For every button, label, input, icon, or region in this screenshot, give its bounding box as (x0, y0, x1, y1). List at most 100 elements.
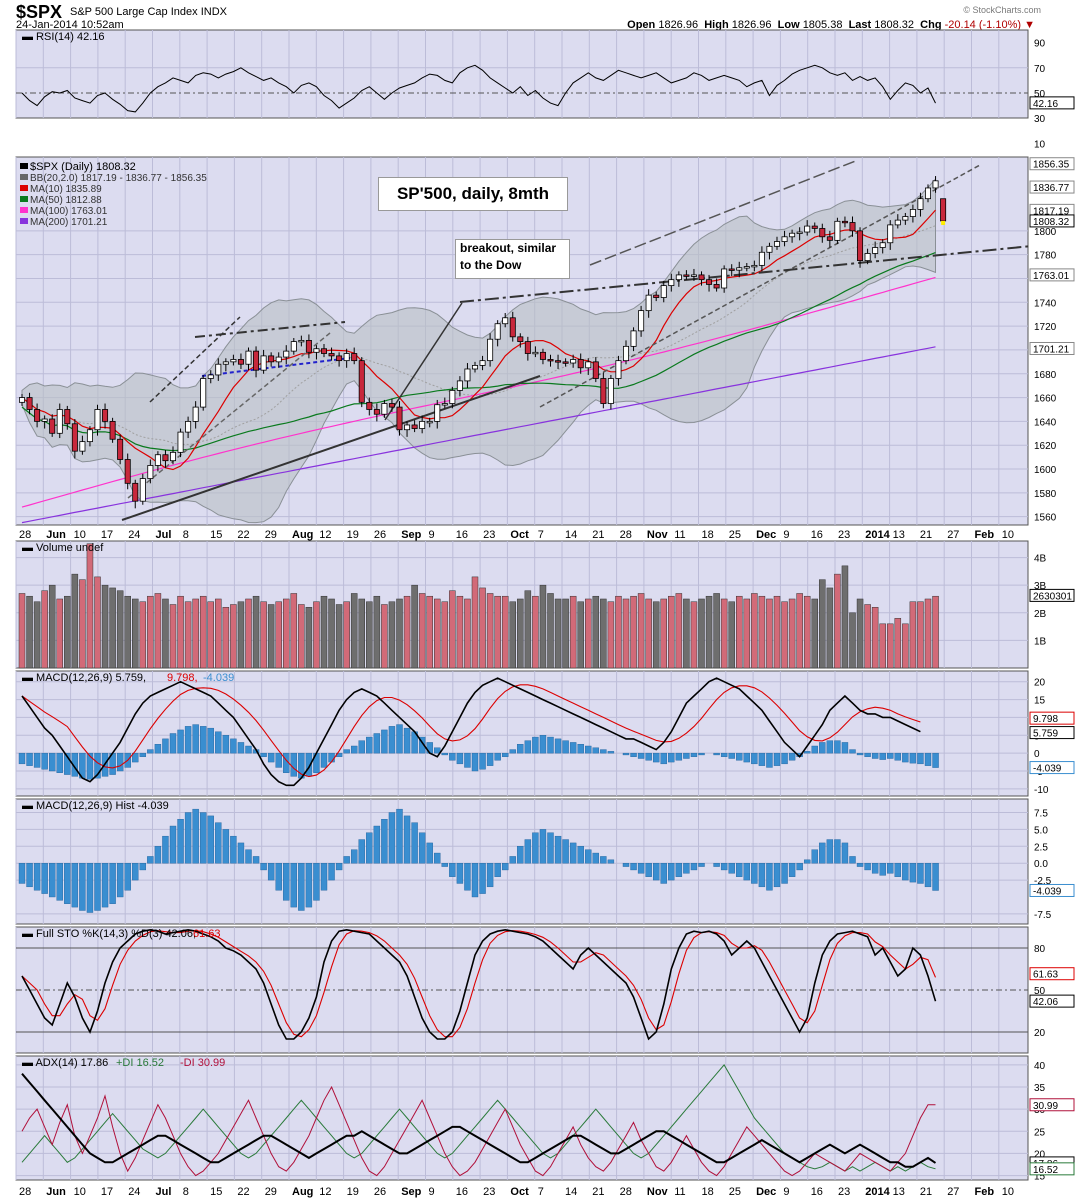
adx-tick-1: 35 (1034, 1083, 1046, 1094)
volume-bar-7 (71, 573, 79, 669)
volume-tick-2: 2B (1034, 609, 1047, 620)
price-tag-2: 1817.19 (1033, 206, 1070, 217)
adx-tick-3: 25 (1034, 1127, 1046, 1138)
adx-legend-minus: -DI 30.99 (180, 1057, 225, 1069)
hist-bar-110 (849, 856, 856, 864)
volume-bar-35 (283, 598, 290, 669)
volume-bar-43 (343, 601, 350, 669)
volume-bar-89 (690, 601, 698, 669)
hist-bar-73 (569, 842, 577, 864)
volume-bar-38 (305, 607, 313, 669)
hist-bar-68 (532, 832, 539, 864)
hist-bar-95 (736, 862, 743, 877)
volume-bar-86 (668, 595, 675, 669)
candle-body-95 (736, 267, 743, 271)
hist-bar-101 (781, 862, 788, 884)
hist-bar-77 (600, 856, 607, 864)
volume-bar-111 (856, 598, 864, 669)
macd-hist-bar-40 (320, 752, 328, 768)
x-axis-label-23: Nov (647, 529, 669, 541)
x-axis-label-26: 25 (729, 529, 741, 541)
bottom-x-label-14: Sep (401, 1186, 421, 1198)
x-axis-label-8: 22 (237, 529, 249, 541)
price-tag-6-box (1029, 268, 1075, 282)
hist-bar-46 (366, 832, 373, 864)
volume-bar-2 (33, 601, 41, 669)
candle-body-68 (532, 351, 539, 355)
hist-bar-64 (502, 862, 509, 871)
macd-hist-bar-60 (471, 752, 479, 772)
candle-body-66 (517, 336, 524, 342)
macd-hist-bar-54 (426, 742, 433, 754)
price-tag-0: 1856.35 (1033, 160, 1070, 171)
hist-bar-109 (841, 842, 849, 864)
candle-body-111 (857, 230, 864, 262)
volume-bar-108 (834, 573, 841, 669)
volume-bar-90 (698, 598, 705, 669)
macd-hist-tick-2: 2.5 (1034, 842, 1048, 853)
candle-body-94 (728, 268, 735, 271)
candle-body-13 (117, 438, 124, 460)
candle-body-65 (509, 317, 516, 338)
volume-bar-91 (705, 595, 713, 669)
hist-bar-61 (479, 862, 486, 894)
adx-plus-tag-box (1029, 1162, 1075, 1176)
macd-hist-bar-107 (826, 740, 834, 754)
adx-tick-5: 15 (1034, 1172, 1046, 1183)
candle-body-61 (479, 360, 486, 366)
macd-hist-bar-34 (275, 752, 282, 768)
hist-bar-0 (18, 862, 26, 884)
hist-bar-83 (645, 862, 652, 877)
hist-bar-94 (728, 862, 735, 874)
macd-hist-tick-1: 5.0 (1034, 825, 1048, 836)
ma50-line (21, 252, 936, 452)
macd-line (21, 677, 921, 787)
macd-hist-bar-43 (343, 749, 350, 754)
macd-hist-tick-3: 0.0 (1034, 859, 1048, 870)
macd-hist-bar-58 (456, 752, 464, 765)
x-axis-label-3: 17 (101, 529, 113, 541)
hist-bar-39 (313, 862, 320, 901)
price-legend-ma200: MA(200) 1701.21 (30, 217, 108, 228)
macd-hist-last-tag: -4.039 (1033, 886, 1062, 897)
hist-bar-18 (154, 846, 162, 864)
volume-bar-67 (524, 590, 532, 669)
macd-hist-bar-92 (713, 752, 720, 756)
volume-bar-61 (479, 587, 486, 669)
volume-bar-57 (449, 590, 456, 669)
hist-bar-88 (683, 862, 690, 874)
candle-body-102 (789, 232, 796, 238)
macd-hist-tag: -4.039 (1033, 764, 1062, 775)
hist-bar-113 (871, 862, 879, 874)
volume-bar-69 (539, 584, 547, 669)
macd-hist-bar-24 (199, 726, 207, 754)
macd-hist-bar-49 (388, 726, 396, 754)
volume-bar-115 (887, 623, 894, 669)
macd-hist-bar-47 (373, 733, 381, 754)
candle-body-12 (109, 420, 116, 440)
candle-body-64 (502, 317, 509, 325)
hist-bar-59 (464, 862, 471, 891)
macd-hist-bar-82 (637, 752, 645, 759)
macd-hist-bar-102 (788, 752, 796, 761)
candle-body-27 (222, 361, 229, 365)
candle-body-20 (169, 451, 176, 462)
rsi-last-tag-box (1029, 96, 1075, 110)
hist-bar-2 (33, 862, 41, 891)
macd-hist-bar-113 (871, 752, 879, 759)
candle-body-5 (56, 409, 63, 434)
candle-body-39 (313, 348, 320, 353)
candle-body-60 (471, 365, 478, 370)
x-axis-label-34: 27 (947, 529, 959, 541)
candle-body-49 (388, 403, 395, 408)
candle-body-3 (41, 418, 48, 422)
volume-bar-5 (56, 598, 63, 669)
macd-hist-bar-72 (562, 740, 569, 754)
bottom-x-label-17: 23 (483, 1186, 495, 1198)
volume-bar-103 (796, 593, 803, 669)
hist-bar-27 (222, 829, 230, 864)
volume-bar-23 (192, 598, 199, 669)
price-legend-bb: BB(20,2.0) 1817.19 - 1836.77 - 1856.35 (30, 173, 207, 184)
x-axis-label-7: 15 (210, 529, 222, 541)
volume-bar-55 (434, 598, 441, 669)
